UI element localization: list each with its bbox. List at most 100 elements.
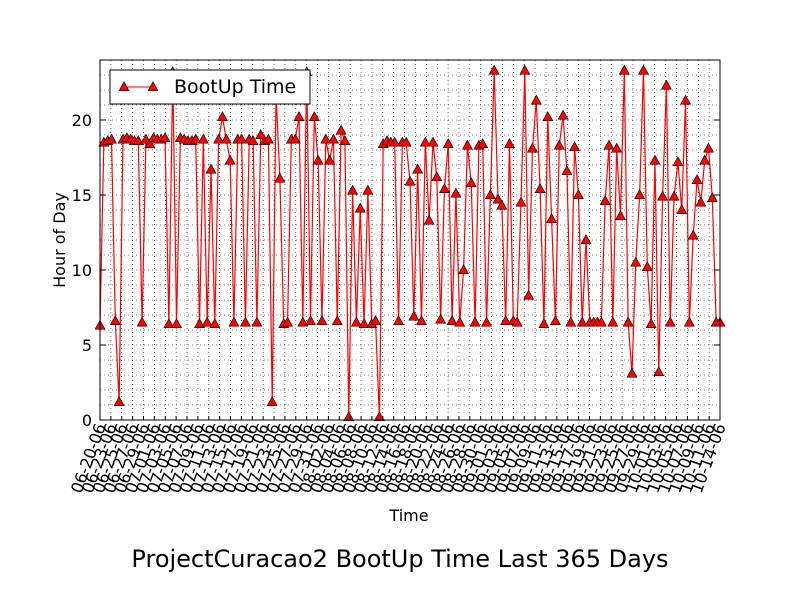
legend: BootUp Time [109,69,311,105]
data-point-marker [324,154,336,165]
legend-label: BootUp Time [174,76,296,98]
data-point-marker [611,142,623,153]
data-point-marker [331,315,343,325]
data-point-marker [217,111,228,121]
data-point-marker [297,316,309,327]
data-point-marker [282,316,293,327]
data-point-marker [328,133,339,144]
legend-marker-triangle-icon [147,81,159,91]
data-point-marker [343,411,355,421]
data-point-marker [492,193,504,204]
data-point-marker [683,316,695,327]
data-point-marker [113,396,125,406]
y-tick-label: 0 [82,411,92,430]
data-point-marker [224,154,236,165]
data-point-marker [603,139,615,150]
data-point-marker [236,133,248,144]
data-point-marker [209,318,221,328]
data-point-marker [496,199,508,210]
data-point-marker [699,154,711,165]
data-point-marker [626,367,638,378]
data-point-marker [171,318,182,328]
data-point-marker [645,318,657,328]
y-tick-label: 10 [72,261,92,280]
data-point-marker [672,156,684,166]
data-point-marker [477,138,489,148]
data-point-marker [312,154,324,165]
data-point-marker [431,171,443,181]
data-point-marker [435,313,447,324]
data-point-marker [561,165,573,175]
data-point-marker [668,190,680,201]
data-point-marker [416,315,427,325]
data-point-marker [446,315,458,325]
data-point-marker [289,133,301,144]
data-point-marker [393,315,404,325]
data-point-marker [706,192,718,202]
data-point-marker [228,316,240,327]
data-point-marker [580,234,592,244]
data-point-marker [136,316,148,327]
y-axis: 0 5 10 15 20 [72,111,720,430]
data-point-marker [519,64,531,75]
data-point-marker [622,316,634,327]
data-point-marker [201,316,213,327]
series-bootup-time [94,64,726,421]
data-point-marker [569,141,581,151]
data-point-marker [370,315,382,325]
data-point-marker [239,316,251,327]
data-point-marker [163,318,175,328]
data-point-marker [305,315,316,325]
data-point-marker [458,264,470,274]
data-point-marker [687,229,699,240]
data-point-marker [109,315,121,325]
data-point-marker [293,111,305,121]
data-point-marker [565,316,577,327]
data-point-marker [362,184,374,195]
data-point-marker [530,94,542,105]
data-point-marker [653,366,665,376]
data-point-marker [549,315,561,325]
data-point-marker [358,318,370,328]
data-point-marker [197,133,209,144]
data-point-marker [676,204,688,214]
data-point-marker [419,136,431,147]
data-point-marker [400,136,412,147]
data-point-marker [657,190,669,201]
data-point-marker [664,316,676,327]
data-point-marker [695,196,707,207]
data-point-marker [599,195,611,205]
x-axis: 06-20-0606-23-0606-25-0606-27-0606-29-06… [67,416,730,496]
data-point-marker [465,177,477,187]
data-point-marker [408,310,420,321]
data-point-marker [335,124,347,135]
data-point-marker [262,133,274,144]
chart-title: ProjectCuracao2 BootUp Time Last 365 Day… [131,545,669,573]
data-point-marker [373,411,385,421]
data-point-marker [615,210,626,220]
data-point-marker [132,135,144,145]
data-point-marker [641,261,653,271]
data-point-marker [274,172,286,183]
data-point-marker [266,396,278,406]
data-point-marker [572,189,584,199]
series-line [99,69,720,418]
data-point-marker [469,316,481,327]
plot-area [99,59,721,421]
data-point-marker [247,135,259,145]
data-point-marker [527,142,538,153]
data-point-marker [320,133,332,144]
data-point-marker [389,136,401,147]
data-point-marker [106,133,117,144]
data-point-marker [576,316,588,327]
data-point-marker [511,316,523,327]
data-point-marker [618,64,630,75]
data-point-marker [438,183,450,193]
data-point-marker [404,175,416,186]
data-point-marker [213,133,225,144]
data-point-marker [450,187,462,198]
data-point-marker [500,315,512,325]
data-point-marker [339,135,351,145]
data-point-marker [442,138,454,148]
